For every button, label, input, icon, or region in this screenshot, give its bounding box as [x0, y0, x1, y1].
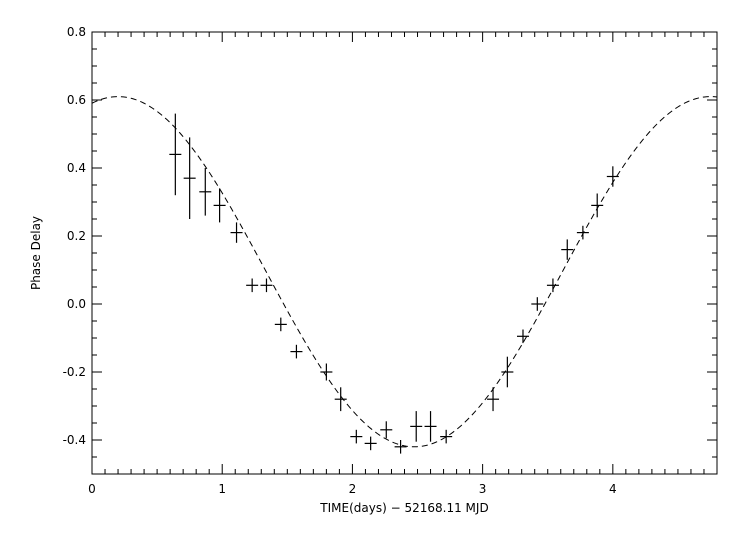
data-point	[260, 278, 273, 293]
y-tick-label: 0.2	[67, 229, 86, 243]
plot-border	[91, 31, 718, 475]
y-tick-label: 0.6	[67, 93, 86, 107]
y-axis-label: Phase Delay	[29, 216, 43, 290]
data-point	[410, 411, 423, 442]
plot-frame	[91, 31, 718, 475]
data-point	[290, 344, 303, 359]
x-axis-label: TIME(days) − 52168.11 MJD	[319, 501, 488, 515]
data-point	[561, 239, 574, 260]
data-point	[199, 168, 212, 216]
x-tick-label: 0	[88, 482, 96, 496]
data-points-group	[169, 113, 619, 454]
x-axis: 0 1 2 3 4	[88, 32, 718, 496]
data-point	[334, 387, 347, 412]
data-point	[274, 317, 287, 332]
data-point	[424, 411, 437, 442]
x-tick-label: 1	[218, 482, 226, 496]
y-tick-label: 0.4	[67, 161, 86, 175]
data-point	[487, 387, 500, 412]
data-point	[320, 363, 333, 381]
y-tick-label: 0.0	[67, 297, 86, 311]
data-point	[546, 278, 559, 293]
data-point	[246, 278, 259, 293]
data-point	[230, 222, 243, 243]
data-point	[440, 429, 453, 444]
data-point	[501, 356, 514, 388]
y-axis: -0.4 -0.2 0.0 0.2 0.4 0.6 0.8	[63, 25, 717, 475]
data-point	[606, 166, 619, 187]
model-curve-group	[91, 96, 718, 448]
data-point	[350, 429, 363, 444]
x-tick-label: 2	[349, 482, 357, 496]
data-point	[169, 113, 182, 196]
data-point	[213, 188, 226, 223]
data-point	[591, 193, 604, 218]
x-tick-label: 4	[609, 482, 617, 496]
data-point	[394, 440, 407, 454]
model-curve	[91, 96, 718, 448]
x-tick-label: 3	[479, 482, 487, 496]
data-point	[380, 421, 393, 439]
data-point	[183, 137, 196, 219]
y-tick-label: -0.2	[63, 365, 86, 379]
data-point	[364, 436, 377, 451]
data-point	[516, 329, 529, 344]
data-point	[576, 225, 589, 240]
y-tick-label: -0.4	[63, 433, 86, 447]
y-tick-label: 0.8	[67, 25, 86, 39]
data-point	[531, 297, 544, 311]
